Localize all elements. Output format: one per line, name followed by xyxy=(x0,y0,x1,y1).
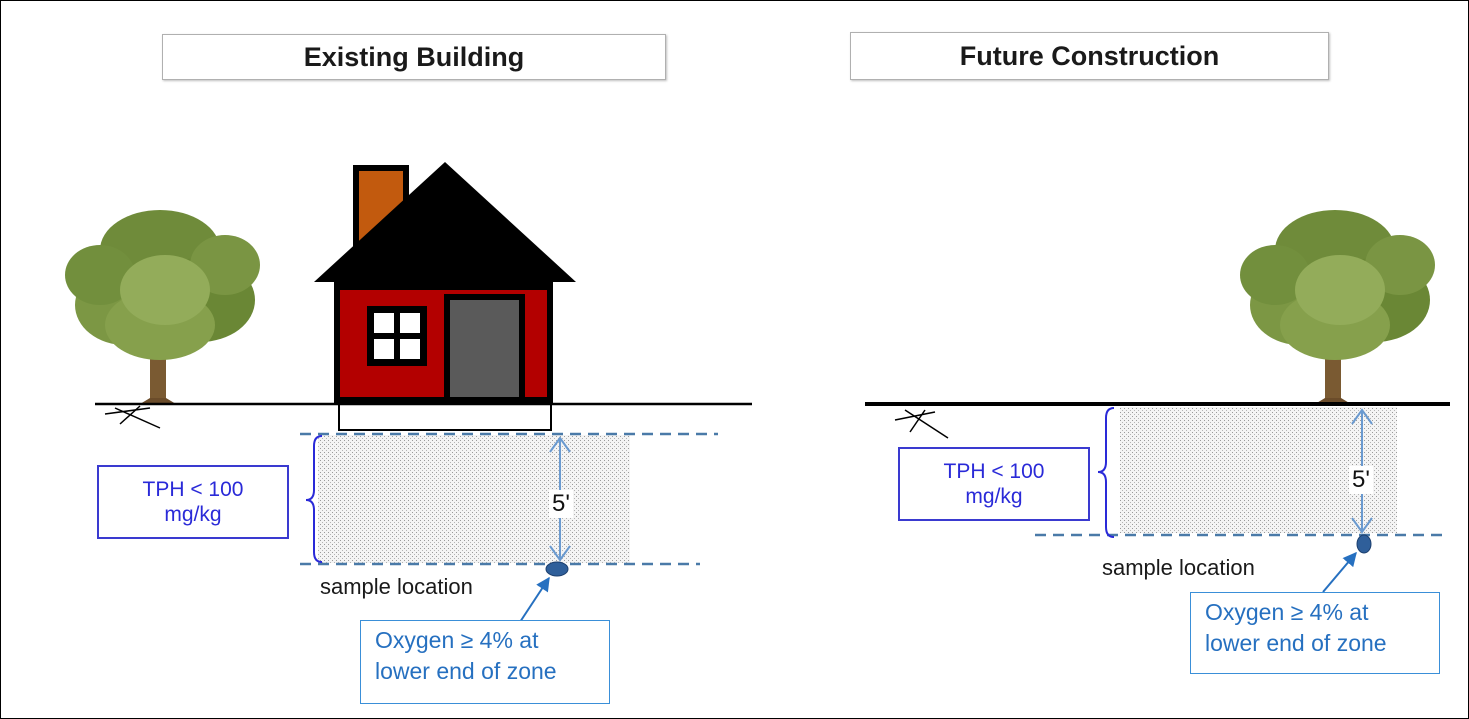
tph-value-right: TPH < 100 xyxy=(943,460,1045,483)
house xyxy=(314,162,576,431)
tph-unit-left: mg/kg xyxy=(164,503,222,526)
panel-title-existing-building: Existing Building xyxy=(162,34,666,80)
oxygen-callout-box-right: Oxygen ≥ 4% at lower end of zone xyxy=(1190,592,1440,674)
brace-right xyxy=(1097,407,1115,538)
oxygen-line2-right: lower end of zone xyxy=(1205,630,1387,656)
tree-left xyxy=(65,210,260,404)
ground-hatch-left-icon xyxy=(104,405,161,429)
oxygen-line2-left: lower end of zone xyxy=(375,658,557,684)
depth-label-left: 5' xyxy=(549,490,573,518)
tph-label-box-left: TPH < 100 mg/kg xyxy=(97,465,289,539)
ground-hatch-right-icon xyxy=(894,409,949,439)
tph-zone-left xyxy=(318,435,630,563)
tree-right xyxy=(1240,210,1435,404)
tph-label-box-right: TPH < 100 mg/kg xyxy=(898,447,1090,521)
callout-arrow-left xyxy=(519,576,550,623)
oxygen-line1-right: Oxygen ≥ 4% at xyxy=(1205,599,1369,625)
house-door xyxy=(444,294,525,403)
oxygen-line1-left: Oxygen ≥ 4% at xyxy=(375,627,539,653)
brace-left xyxy=(305,435,323,563)
depth-label-right: 5' xyxy=(1349,466,1373,494)
sample-location-label-right: sample location xyxy=(1102,555,1255,580)
oxygen-callout-box-left: Oxygen ≥ 4% at lower end of zone xyxy=(360,620,610,704)
callout-arrow-right xyxy=(1322,551,1357,593)
panel-title-future-construction: Future Construction xyxy=(850,32,1329,80)
sample-point-left xyxy=(545,561,569,577)
sample-point-right xyxy=(1356,534,1372,554)
sample-location-label-left: sample location xyxy=(320,574,473,599)
house-foundation xyxy=(338,403,552,431)
tph-value-left: TPH < 100 xyxy=(142,478,244,501)
tph-unit-right: mg/kg xyxy=(965,485,1023,508)
